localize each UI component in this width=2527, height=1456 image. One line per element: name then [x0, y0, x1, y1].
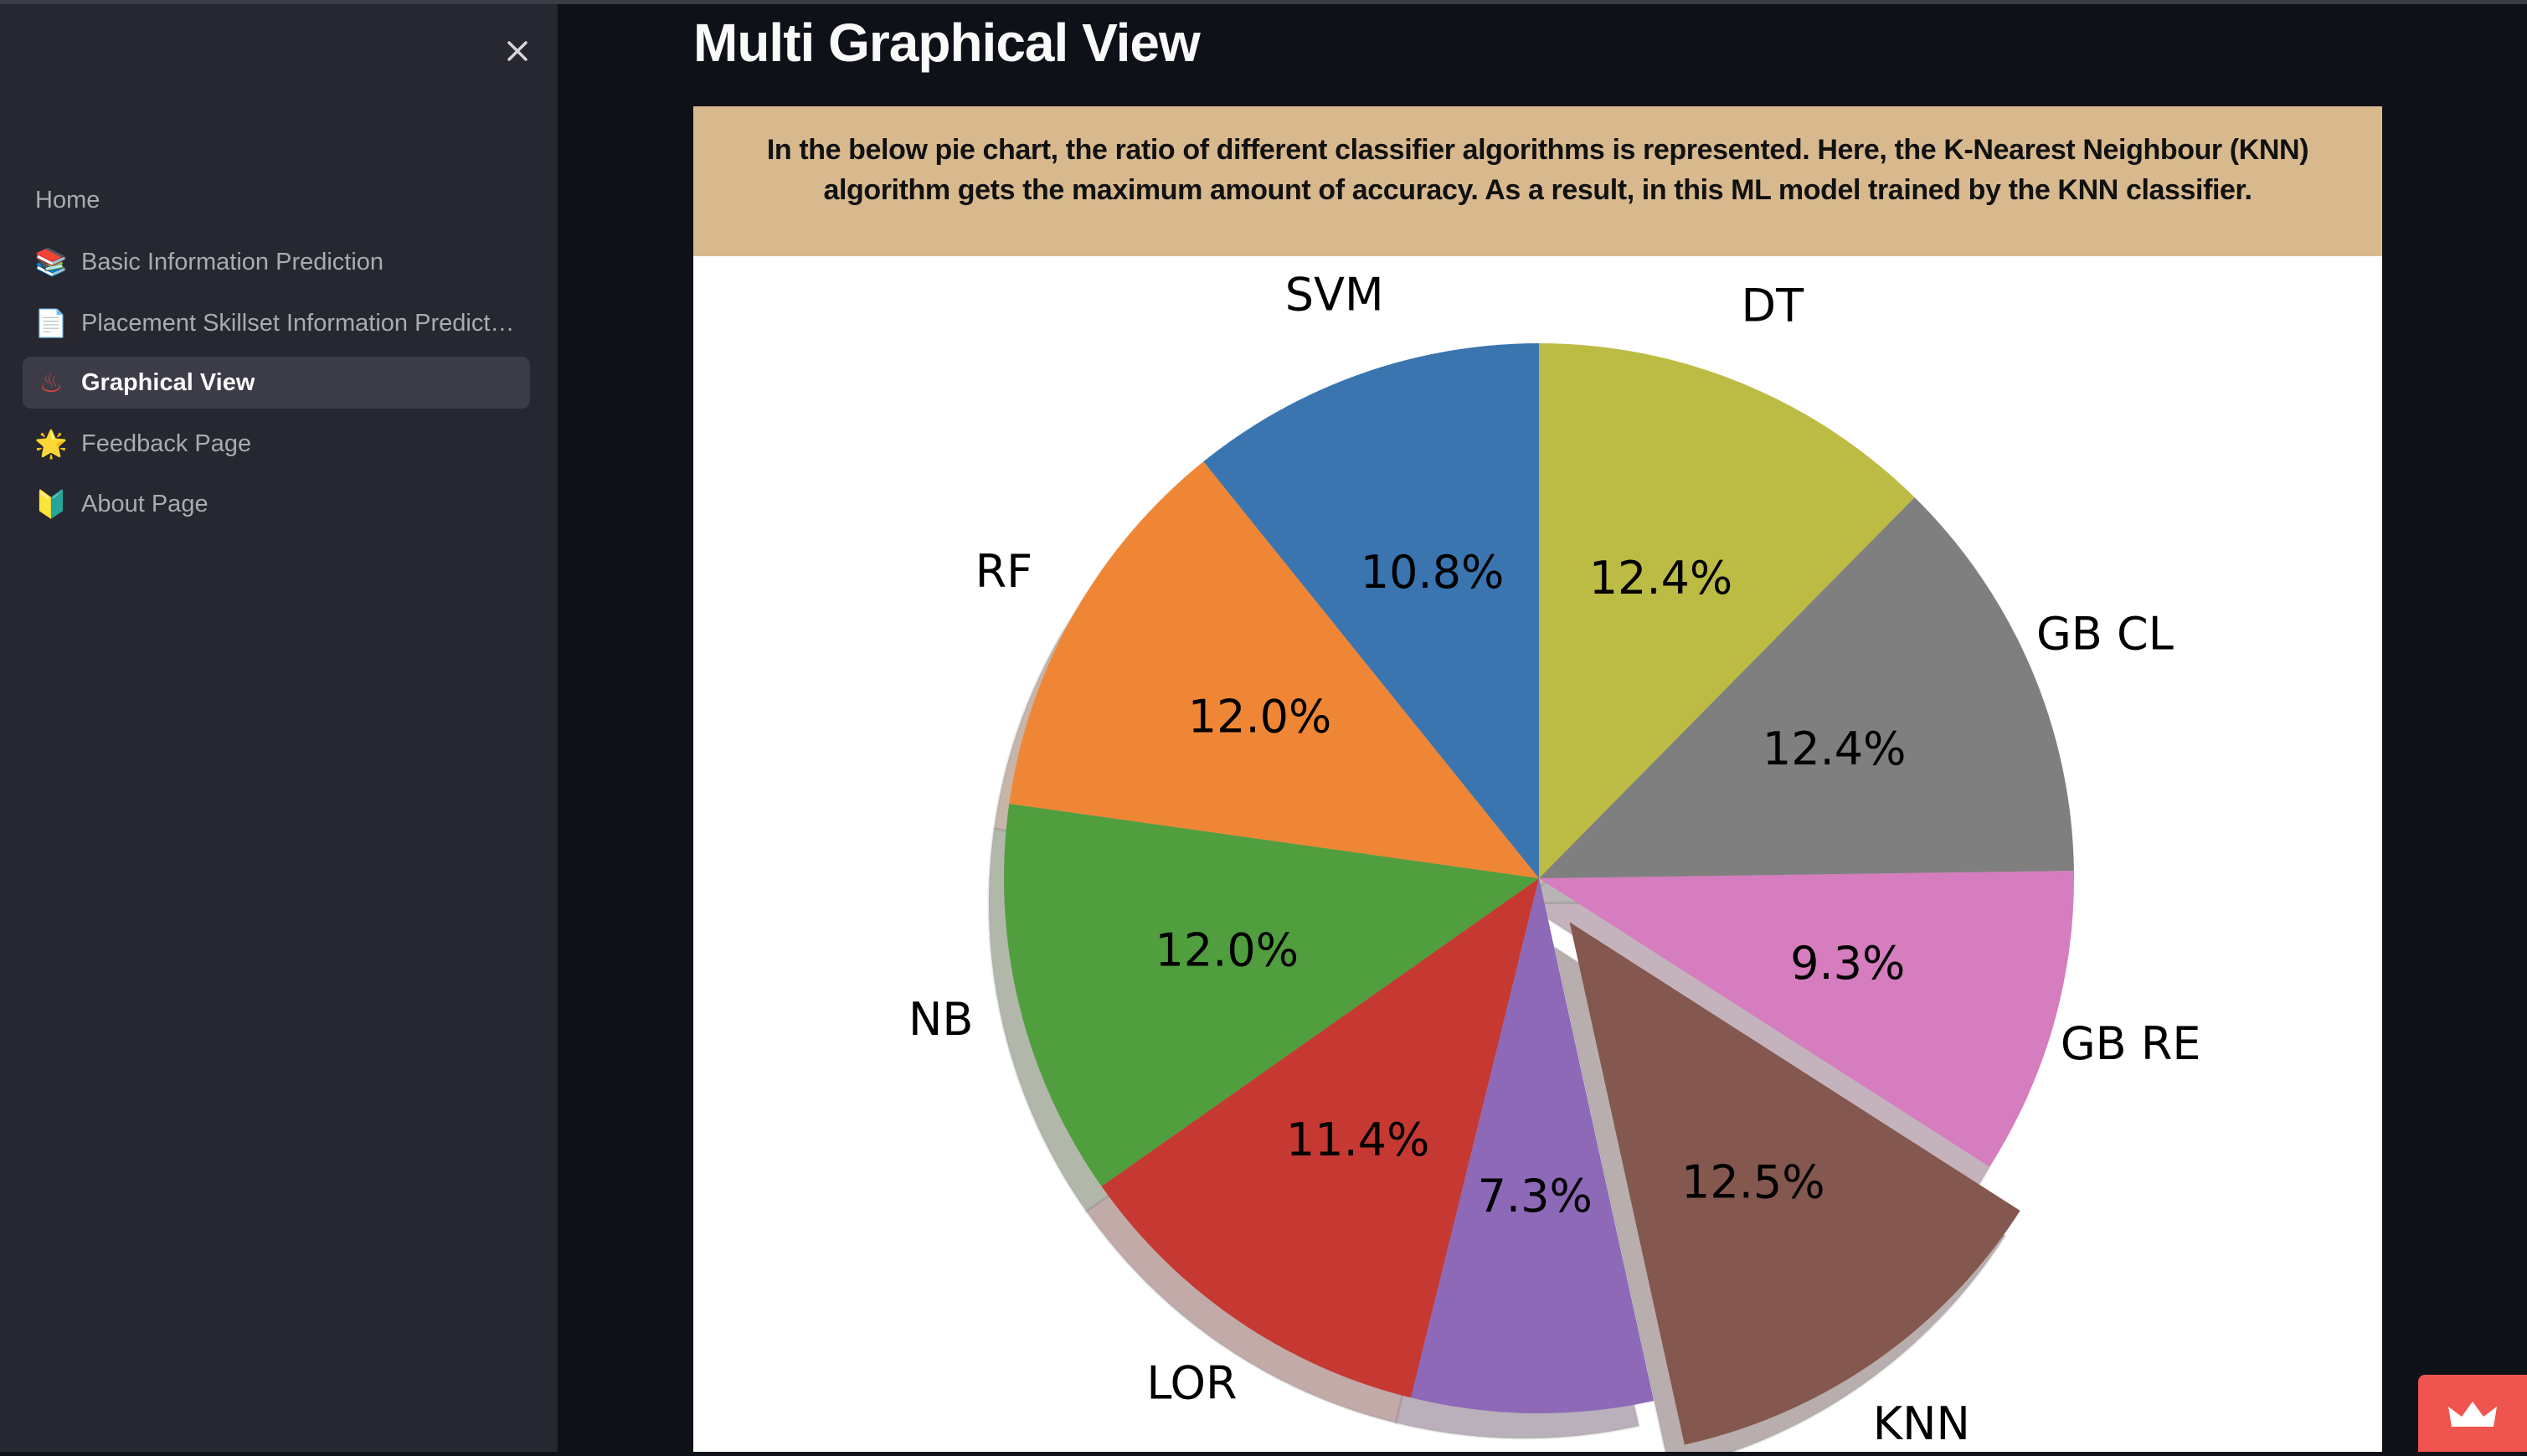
- pie-chart: SVM 10.8% RF 12.0% NB 12.0% LOR 11.4% 7.3% KNN 12.…: [908, 269, 2201, 1452]
- sidebar-item-label: About Page: [81, 490, 208, 517]
- slice-value-label: 12.0%: [1188, 690, 1332, 743]
- pie-slice-dt: [1539, 343, 1915, 878]
- glowing-star-icon: 🌟: [34, 429, 68, 459]
- slice-label: KNN: [1873, 1397, 1970, 1450]
- slice-value-label: 7.3%: [1478, 1170, 1593, 1222]
- pie-chart-container: SVM 10.8% RF 12.0% NB 12.0% LOR 11.4% 7.3% KNN 12.…: [693, 256, 2382, 1452]
- pie-slice-nb: [1004, 804, 1539, 1186]
- sidebar-item-label: Placement Skillset Information Predictio…: [81, 309, 517, 337]
- slice-label: LOR: [1146, 1356, 1237, 1409]
- pie-slice-svm: [1203, 343, 1539, 878]
- slice-value-label: 11.4%: [1286, 1114, 1430, 1166]
- streamlit-badge[interactable]: [2418, 1375, 2527, 1452]
- page-title: Multi Graphical View: [693, 13, 1201, 73]
- beginner-icon: 🔰: [34, 489, 68, 519]
- pie-slice-unlabeled: [1411, 878, 1655, 1413]
- page-icon: 📄: [34, 308, 68, 338]
- sidebar-item-label: Feedback Page: [81, 430, 252, 457]
- close-icon[interactable]: [501, 34, 534, 68]
- books-icon: 📚: [34, 247, 68, 277]
- sidebar-item-label: Basic Information Prediction: [81, 248, 384, 275]
- slice-value-label: 10.8%: [1361, 546, 1505, 599]
- sidebar-item-home[interactable]: Home: [35, 187, 100, 214]
- slice-label: DT: [1742, 280, 1805, 332]
- sidebar-item-graphical-view[interactable]: ♨ Graphical View: [23, 357, 530, 409]
- slice-value-label: 12.5%: [1681, 1156, 1825, 1209]
- info-banner: In the below pie chart, the ratio of dif…: [693, 106, 2382, 256]
- slice-label: GB CL: [2036, 607, 2174, 660]
- pie-slice-rf: [1009, 461, 1539, 878]
- crown-icon: [2448, 1402, 2497, 1427]
- hot-springs-icon: ♨: [39, 368, 64, 398]
- slice-label: NB: [908, 993, 973, 1046]
- slice-value-label: 12.4%: [1763, 723, 1907, 775]
- top-border: [0, 0, 2527, 4]
- sidebar-item-label: Graphical View: [81, 368, 255, 396]
- pie-slice-gb-re: [1539, 870, 2074, 1167]
- pie-slice-lor: [1101, 878, 1539, 1398]
- slice-label: GB RE: [2061, 1017, 2201, 1070]
- sidebar-item-about-page[interactable]: 🔰 About Page: [23, 478, 530, 530]
- sidebar-item-placement-skillset-information-prediction[interactable]: 📄 Placement Skillset Information Predicti…: [23, 297, 530, 349]
- sidebar-item-feedback-page[interactable]: 🌟 Feedback Page: [23, 418, 530, 470]
- slice-value-label: 12.4%: [1589, 552, 1733, 605]
- slice-label: RF: [975, 545, 1033, 598]
- sidebar: Home 📚 Basic Information Prediction 📄 Place…: [0, 4, 558, 1452]
- pie-slice-gb-cl: [1539, 496, 2074, 878]
- pie-slice-knn: [1569, 922, 2020, 1445]
- slice-value-label: 12.0%: [1155, 924, 1300, 977]
- sidebar-item-basic-information-prediction[interactable]: 📚 Basic Information Prediction: [23, 236, 530, 288]
- slice-label: SVM: [1285, 269, 1384, 322]
- slice-value-label: 9.3%: [1790, 937, 1905, 990]
